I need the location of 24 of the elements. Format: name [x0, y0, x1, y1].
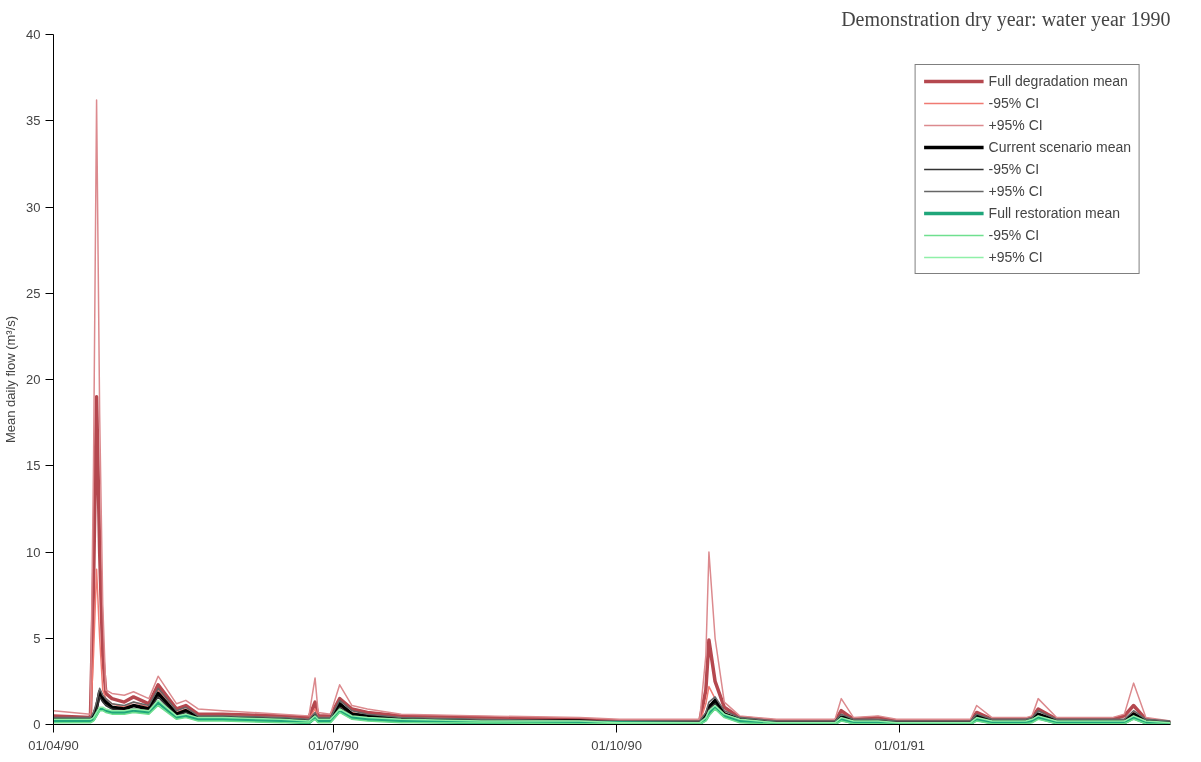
x-tick-label: 01/04/90 — [28, 737, 79, 753]
legend-label: -95% CI — [988, 95, 1040, 111]
legend-label: +95% CI — [988, 249, 1043, 265]
x-tick-label: 01/07/90 — [308, 737, 359, 753]
legend-label: Full degradation mean — [988, 73, 1128, 89]
y-tick-label: 25 — [26, 285, 41, 301]
x-tick-label: 01/10/90 — [591, 737, 642, 753]
x-tick-label: 01/01/91 — [874, 737, 926, 753]
y-tick-label: 0 — [33, 717, 41, 732]
legend-label: -95% CI — [988, 161, 1040, 177]
legend-label: Current scenario mean — [988, 139, 1131, 155]
y-tick-label: 20 — [26, 372, 41, 387]
y-tick-label: 5 — [33, 630, 41, 646]
legend-label: +95% CI — [988, 117, 1043, 133]
legend-label: +95% CI — [988, 183, 1043, 199]
y-tick-label: 10 — [26, 544, 41, 560]
y-axis-title: Mean daily flow (m³/s) — [3, 315, 19, 444]
y-tick-label: 15 — [26, 458, 41, 474]
y-tick-label: 35 — [26, 113, 41, 129]
y-tick-label: 30 — [26, 199, 41, 215]
chart-title: Demonstration dry year: water year 1990 — [841, 7, 1171, 31]
legend-label: Full restoration mean — [988, 205, 1121, 221]
y-tick-label: 40 — [26, 27, 41, 42]
legend-label: -95% CI — [988, 227, 1040, 243]
